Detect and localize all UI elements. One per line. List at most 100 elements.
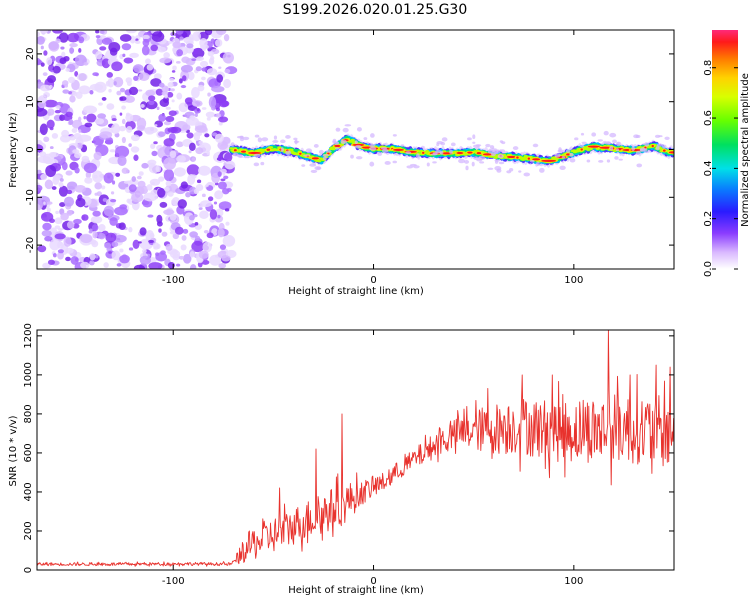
signal-hotspot <box>327 152 330 155</box>
signal-scatter <box>370 133 375 138</box>
noise-blob <box>110 199 117 203</box>
signal-scatter <box>436 142 440 147</box>
noise-blob <box>103 262 109 268</box>
noise-blob <box>214 182 219 186</box>
noise-blob <box>171 99 175 103</box>
signal-scatter <box>392 160 397 164</box>
signal-scatter <box>294 139 298 145</box>
noise-blob <box>177 199 187 209</box>
noise-blob <box>60 46 65 50</box>
noise-blob <box>168 110 177 117</box>
signal-scatter <box>355 156 363 160</box>
signal-hotspot <box>587 145 601 148</box>
noise-blob <box>196 56 205 61</box>
noise-blob <box>163 138 175 147</box>
signal-scatter <box>233 152 239 157</box>
signal-scatter <box>499 140 504 143</box>
noise-blob <box>114 206 128 216</box>
noise-blob <box>176 155 186 163</box>
signal-scatter <box>280 139 286 144</box>
noise-blob <box>131 192 144 203</box>
signal-scatter <box>342 127 349 133</box>
noise-blob <box>146 64 154 71</box>
noise-blob <box>209 209 218 220</box>
noise-blob <box>89 260 95 266</box>
noise-blob <box>84 122 93 128</box>
noise-blob <box>207 92 211 97</box>
noise-blob <box>220 100 230 107</box>
noise-blob <box>46 57 53 66</box>
noise-blob <box>43 136 50 143</box>
noise-blob <box>204 133 210 138</box>
noise-blob <box>188 142 196 151</box>
noise-blob <box>155 88 164 96</box>
signal-hotspot <box>566 153 570 156</box>
signal-scatter <box>415 153 420 159</box>
signal-scatter <box>344 124 352 127</box>
signal-cell <box>229 147 234 150</box>
noise-blob <box>218 121 223 126</box>
noise-blob <box>158 176 165 182</box>
noise-blob <box>52 176 60 185</box>
noise-blob <box>187 71 195 81</box>
signal-scatter <box>363 137 368 140</box>
signal-scatter <box>314 166 322 171</box>
noise-blob <box>134 40 141 44</box>
noise-blob <box>130 146 140 153</box>
noise-blob <box>77 116 82 122</box>
signal-scatter <box>305 148 313 153</box>
noise-blob <box>181 235 187 241</box>
noise-blob <box>226 187 232 192</box>
signal-scatter <box>487 149 494 154</box>
noise-blob <box>153 141 158 145</box>
signal-scatter <box>655 145 660 151</box>
signal-scatter <box>489 145 495 150</box>
noise-blob <box>156 106 160 111</box>
snr-x-tick-label: -100 <box>162 576 185 587</box>
noise-blob <box>190 174 197 179</box>
noise-blob <box>214 190 224 200</box>
signal-scatter <box>472 141 476 144</box>
signal-hotspot <box>516 156 519 159</box>
spectrogram-x-ticks: -100 0 100 <box>162 30 583 286</box>
noise-blob <box>188 34 194 41</box>
spectrogram-x-tick-label: 0 <box>370 275 376 286</box>
noise-blob <box>150 143 156 150</box>
noise-blob <box>213 201 218 205</box>
signal-hotspot <box>527 157 531 160</box>
noise-blob <box>124 95 136 103</box>
noise-blob <box>170 88 175 92</box>
noise-blob <box>65 256 71 262</box>
noise-blob <box>142 38 150 47</box>
noise-blob <box>46 207 51 213</box>
signal-scatter <box>243 156 250 159</box>
noise-blob <box>128 226 133 233</box>
noise-blob <box>163 121 172 126</box>
noise-blob <box>193 132 201 141</box>
signal-hotspot <box>241 150 246 153</box>
noise-blob <box>74 71 79 77</box>
signal-scatter <box>384 161 391 165</box>
signal-cell <box>316 159 322 163</box>
signal-scatter <box>369 146 377 151</box>
noise-blob <box>47 111 52 116</box>
noise-blob <box>199 60 209 68</box>
noise-blob <box>167 191 174 197</box>
noise-blob <box>180 64 193 73</box>
spectrogram-y-tick-label: 0 <box>25 146 36 152</box>
noise-blob <box>147 159 157 166</box>
noise-blob <box>142 248 147 254</box>
noise-blob <box>43 91 50 98</box>
noise-blob <box>179 36 184 41</box>
noise-blob <box>37 36 45 45</box>
signal-scatter <box>478 155 486 160</box>
noise-blob <box>101 37 113 45</box>
noise-blob <box>131 176 137 182</box>
noise-blob <box>159 57 171 64</box>
noise-blob <box>133 154 139 161</box>
signal-cell <box>330 149 335 154</box>
noise-blob <box>55 105 61 110</box>
noise-blob <box>37 184 43 192</box>
noise-blob <box>43 99 58 108</box>
signal-scatter <box>656 143 663 147</box>
